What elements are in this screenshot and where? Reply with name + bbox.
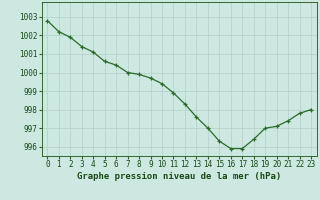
- X-axis label: Graphe pression niveau de la mer (hPa): Graphe pression niveau de la mer (hPa): [77, 172, 281, 181]
